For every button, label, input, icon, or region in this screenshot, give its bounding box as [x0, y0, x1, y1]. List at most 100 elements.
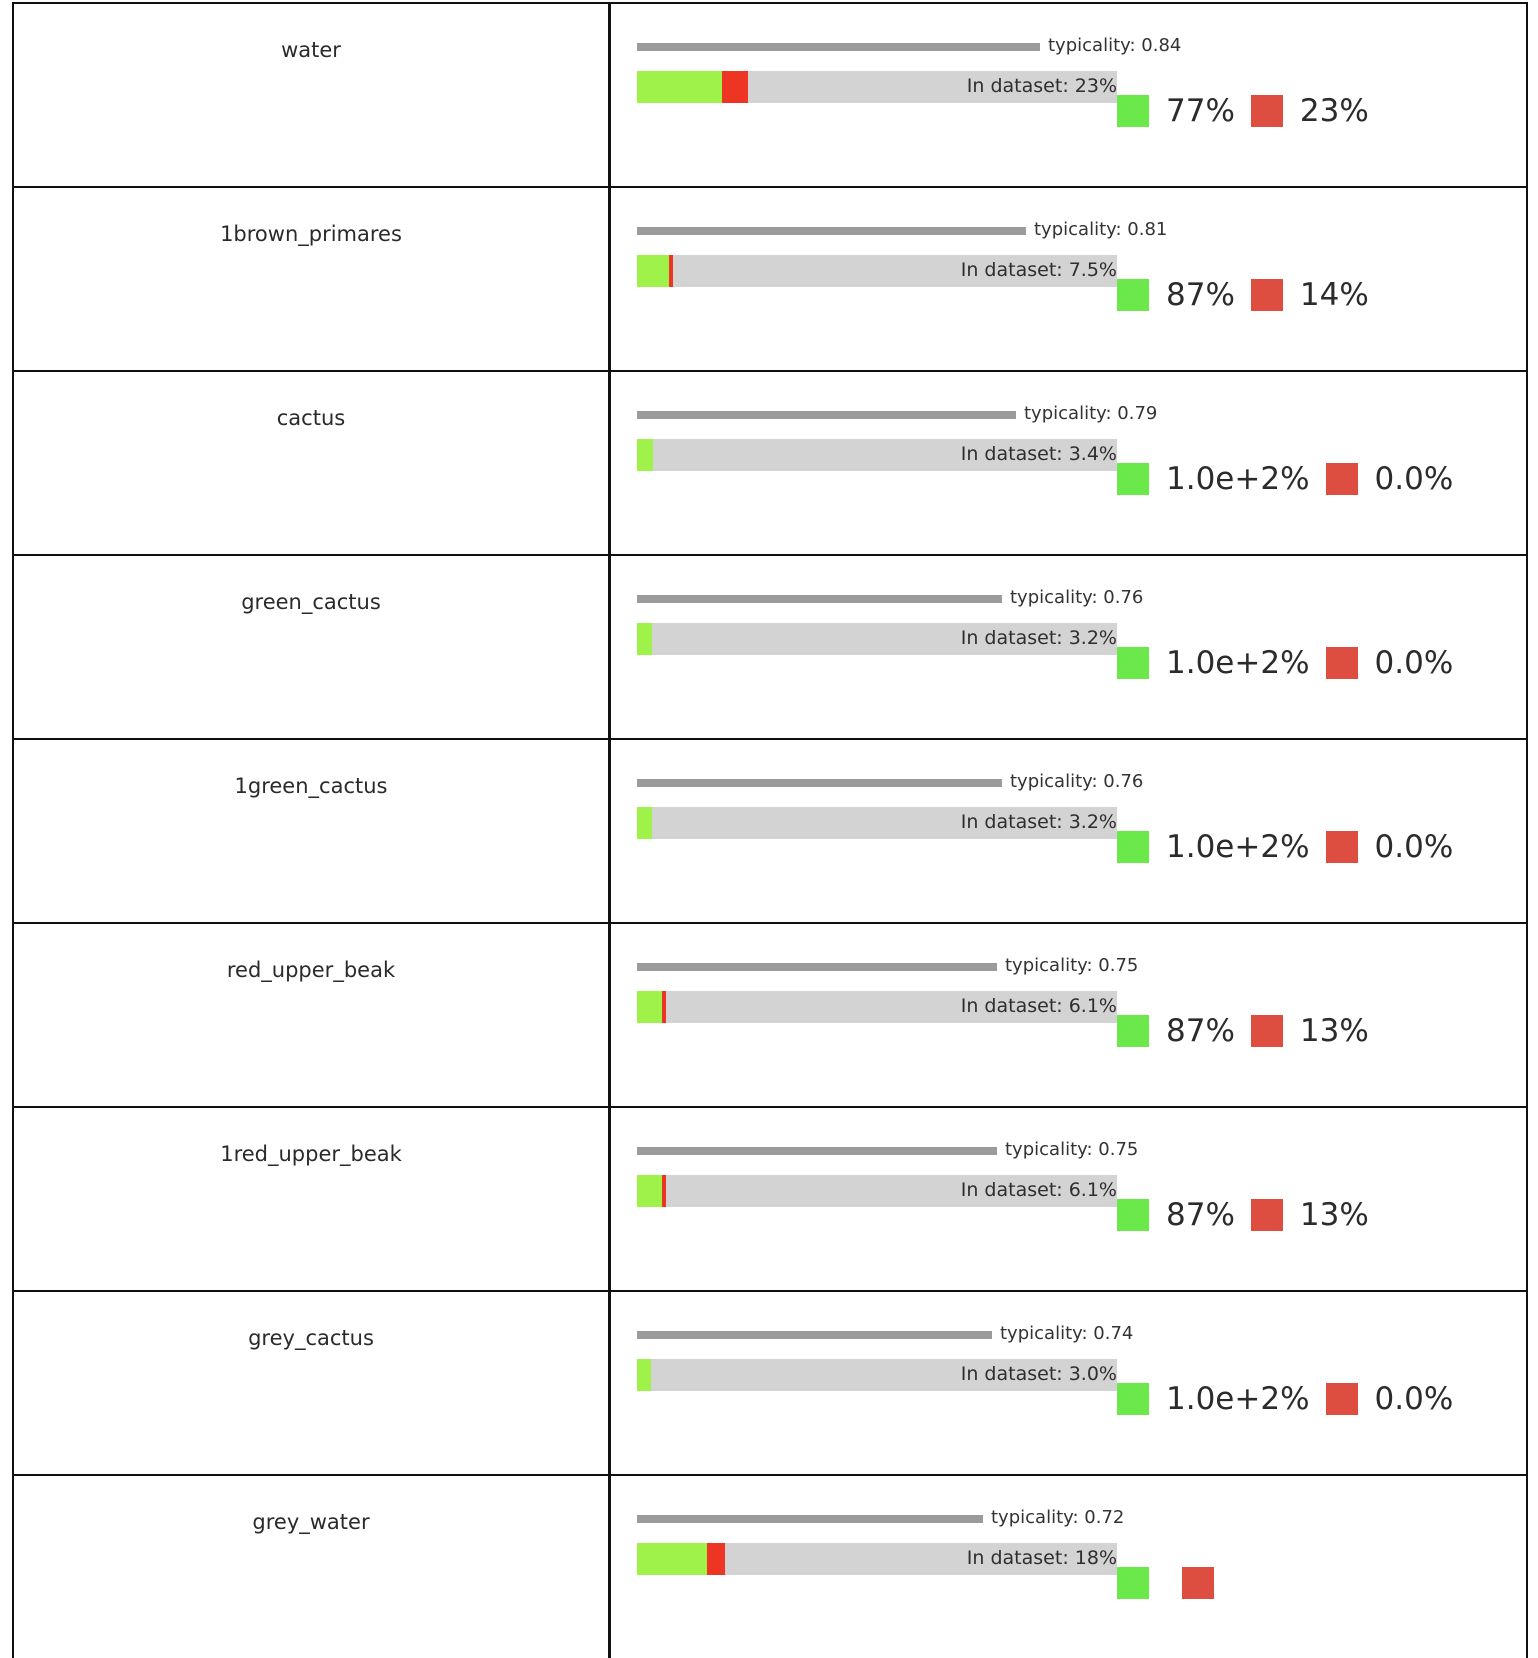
legend-red-swatch — [1325, 831, 1358, 863]
concept-row: cactus typicality: 0.79 In dataset: 3.4%… — [14, 370, 1526, 554]
typicality-label: typicality: 0.74 — [1000, 1323, 1133, 1344]
dataset-bar: In dataset: 18% — [637, 1543, 1117, 1575]
dataset-prefix: In dataset: — [960, 443, 1069, 465]
typicality-label: typicality: 0.84 — [1048, 35, 1181, 56]
legend-green-value: 1.0e+2% — [1166, 461, 1310, 497]
concept-name-cell: water — [14, 4, 611, 186]
dataset-bar: In dataset: 7.5% — [637, 255, 1117, 287]
legend-red-swatch — [1250, 279, 1283, 311]
concept-row: grey_cactus typicality: 0.74 In dataset:… — [14, 1290, 1526, 1474]
concept-name-cell: grey_water — [14, 1476, 611, 1658]
dataset-value: 3.2% — [1068, 627, 1117, 649]
legend: 1.0e+2% 0.0% — [1117, 645, 1453, 681]
concept-name: water — [281, 38, 341, 62]
dataset-bar: In dataset: 6.1% — [637, 1175, 1117, 1207]
legend-green-value: 1.0e+2% — [1166, 645, 1310, 681]
dataset-bar: In dataset: 3.4% — [637, 439, 1117, 471]
legend-green-swatch — [1117, 95, 1149, 127]
legend-green-value: 77% — [1166, 93, 1235, 129]
legend-red-swatch — [1250, 1015, 1283, 1047]
dataset-bar: In dataset: 23% — [637, 71, 1117, 103]
dataset-label: In dataset: 3.2% — [961, 811, 1117, 833]
typicality-bar — [637, 1147, 997, 1155]
dataset-prefix: In dataset: — [966, 1547, 1075, 1569]
dataset-value: 3.2% — [1068, 811, 1117, 833]
concept-name-cell: 1brown_primares — [14, 188, 611, 370]
typicality-prefix: typicality: — [1010, 771, 1104, 792]
dataset-bar-green-segment — [637, 439, 654, 471]
typicality-value: 0.84 — [1141, 35, 1182, 56]
legend: 1.0e+2% 0.0% — [1117, 461, 1453, 497]
dataset-bar: In dataset: 6.1% — [637, 991, 1117, 1023]
legend-green-value: 87% — [1166, 1013, 1235, 1049]
dataset-prefix: In dataset: — [960, 811, 1069, 833]
concept-name: red_upper_beak — [226, 958, 396, 982]
legend: 1.0e+2% 0.0% — [1117, 829, 1454, 865]
concept-table: water typicality: 0.84 In dataset: 23% 7… — [12, 2, 1528, 1658]
concept-name-cell: green_cactus — [14, 556, 611, 738]
legend-red-swatch — [1182, 1567, 1214, 1599]
legend-red-swatch — [1325, 463, 1358, 495]
concept-row: green_cactus typicality: 0.76 In dataset… — [14, 554, 1526, 738]
typicality-bar — [637, 411, 1016, 419]
typicality-bar — [637, 779, 1002, 787]
concept-row: water typicality: 0.84 In dataset: 23% 7… — [14, 2, 1526, 186]
typicality-prefix: typicality: — [1005, 1139, 1099, 1160]
typicality-bar — [637, 1331, 992, 1339]
concept-name-cell: 1green_cactus — [14, 740, 611, 922]
legend-green-swatch — [1117, 1199, 1149, 1231]
dataset-bar-green-segment — [637, 1543, 708, 1575]
legend-red-value: 0.0% — [1374, 829, 1454, 865]
dataset-value: 6.1% — [1068, 1179, 1117, 1201]
dataset-prefix: In dataset: — [960, 627, 1069, 649]
dataset-bar: In dataset: 3.0% — [637, 1359, 1117, 1391]
dataset-bar-green-segment — [637, 71, 723, 103]
legend: 87% 13% — [1117, 1013, 1369, 1049]
typicality-value: 0.81 — [1127, 219, 1168, 240]
dataset-label: In dataset: 6.1% — [961, 995, 1117, 1017]
typicality-bar — [637, 43, 1040, 51]
dataset-value: 3.0% — [1068, 1363, 1117, 1385]
dataset-label: In dataset: 3.2% — [961, 627, 1117, 649]
concept-row: 1brown_primares typicality: 0.81 In data… — [14, 186, 1526, 370]
dataset-bar-green-segment — [637, 1175, 663, 1207]
dataset-bar-green-segment — [637, 807, 653, 839]
concept-stats-cell: typicality: 0.75 In dataset: 6.1% 87% 13… — [611, 924, 1526, 1106]
legend-red-swatch — [1325, 1383, 1358, 1415]
legend-red-value: 0.0% — [1374, 1381, 1454, 1417]
typicality-prefix: typicality: — [1010, 587, 1104, 608]
dataset-prefix: In dataset: — [960, 995, 1069, 1017]
dataset-prefix: In dataset: — [966, 75, 1075, 97]
dataset-bar-red-segment — [662, 991, 667, 1023]
dataset-bar-green-segment — [637, 991, 663, 1023]
dataset-bar-green-segment — [637, 623, 653, 655]
legend: 77% 23% — [1117, 93, 1369, 129]
dataset-label: In dataset: 3.4% — [961, 443, 1117, 465]
dataset-bar-green-segment — [637, 255, 669, 287]
concept-stats-cell: typicality: 0.76 In dataset: 3.2% 1.0e+2… — [611, 556, 1526, 738]
legend-green-swatch — [1117, 463, 1149, 495]
concept-row: 1green_cactus typicality: 0.76 In datase… — [14, 738, 1526, 922]
legend-red-swatch — [1250, 1199, 1283, 1231]
dataset-bar-red-segment — [662, 1175, 667, 1207]
concept-name: 1green_cactus — [234, 774, 388, 798]
typicality-prefix: typicality: — [1005, 955, 1099, 976]
dataset-value: 6.1% — [1068, 995, 1117, 1017]
typicality-value: 0.75 — [1098, 955, 1139, 976]
typicality-prefix: typicality: — [991, 1507, 1085, 1528]
concept-name-cell: grey_cactus — [14, 1292, 611, 1474]
concept-name: grey_water — [252, 1510, 370, 1534]
concept-stats-cell: typicality: 0.75 In dataset: 6.1% 87% 13… — [611, 1108, 1526, 1290]
legend-green-value: 87% — [1166, 277, 1235, 313]
typicality-prefix: typicality: — [1000, 1323, 1094, 1344]
legend-green-swatch — [1117, 831, 1149, 863]
concept-stats-cell: typicality: 0.81 In dataset: 7.5% 87% 14… — [611, 188, 1526, 370]
dataset-prefix: In dataset: — [960, 1363, 1069, 1385]
concept-stats-cell: typicality: 0.74 In dataset: 3.0% 1.0e+2… — [611, 1292, 1526, 1474]
typicality-value: 0.76 — [1103, 587, 1144, 608]
concept-name: grey_cactus — [248, 1326, 374, 1350]
legend-green-swatch — [1117, 1015, 1149, 1047]
legend: 87% 14% — [1117, 277, 1369, 313]
legend: 87% 13% — [1117, 1197, 1369, 1233]
concept-name: 1red_upper_beak — [220, 1142, 402, 1166]
